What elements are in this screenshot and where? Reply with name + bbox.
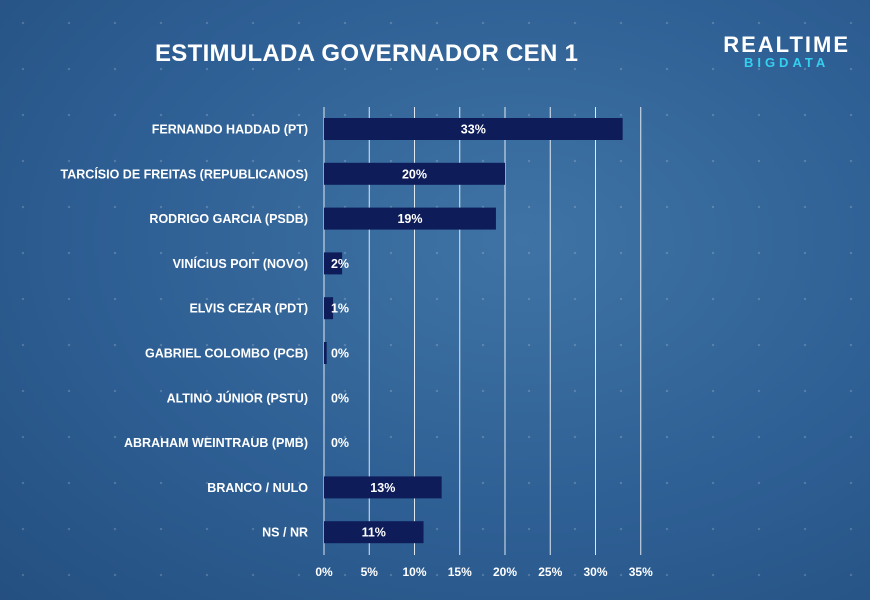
- x-tick-label: 5%: [361, 565, 379, 579]
- category-label: FERNANDO HADDAD (PT): [152, 123, 308, 137]
- data-label: 1%: [331, 302, 349, 316]
- x-tick-label: 15%: [448, 565, 472, 579]
- category-label: BRANCO / NULO: [207, 481, 308, 495]
- x-tick-label: 10%: [402, 565, 426, 579]
- data-label: 33%: [461, 123, 486, 137]
- category-label: ABRAHAM WEINTRAUB (PMB): [124, 436, 308, 450]
- category-label: TARCÍSIO DE FREITAS (REPUBLICANOS): [61, 166, 308, 181]
- data-label: 0%: [331, 436, 349, 450]
- logo-top-text: REALTIME: [723, 32, 850, 57]
- x-tick-label: 25%: [538, 565, 562, 579]
- category-label: NS / NR: [262, 526, 308, 540]
- realtime-bigdata-logo: REALTIME BIGDATA: [723, 34, 850, 70]
- data-label: 0%: [331, 347, 349, 361]
- logo-bottom-text: BIGDATA: [743, 55, 830, 70]
- bar: [324, 521, 424, 544]
- chart-title: ESTIMULADA GOVERNADOR CEN 1: [155, 40, 579, 67]
- x-tick-label: 0%: [315, 565, 333, 579]
- data-label: 20%: [402, 167, 427, 181]
- x-tick-label: 20%: [493, 565, 517, 579]
- bar: [324, 476, 442, 499]
- bar: [324, 342, 327, 364]
- x-tick-label: 35%: [629, 565, 653, 579]
- bar: [324, 162, 505, 185]
- bar: [324, 297, 334, 320]
- data-label: 2%: [331, 257, 349, 271]
- category-label: RODRIGO GARCIA (PSDB): [149, 212, 308, 226]
- category-label: VINÍCIUS POIT (NOVO): [173, 256, 308, 271]
- data-label: 11%: [362, 526, 386, 540]
- category-label: ELVIS CEZAR (PDT): [189, 302, 308, 316]
- category-label: ALTINO JÚNIOR (PSTU): [167, 390, 308, 405]
- data-label: 0%: [331, 391, 349, 405]
- data-label: 13%: [370, 481, 395, 495]
- bar: [324, 252, 343, 275]
- category-label: GABRIEL COLOMBO (PCB): [145, 347, 308, 361]
- x-tick-label: 30%: [583, 565, 607, 579]
- data-label: 19%: [397, 212, 422, 226]
- bar: [324, 118, 623, 140]
- bar: [324, 207, 496, 230]
